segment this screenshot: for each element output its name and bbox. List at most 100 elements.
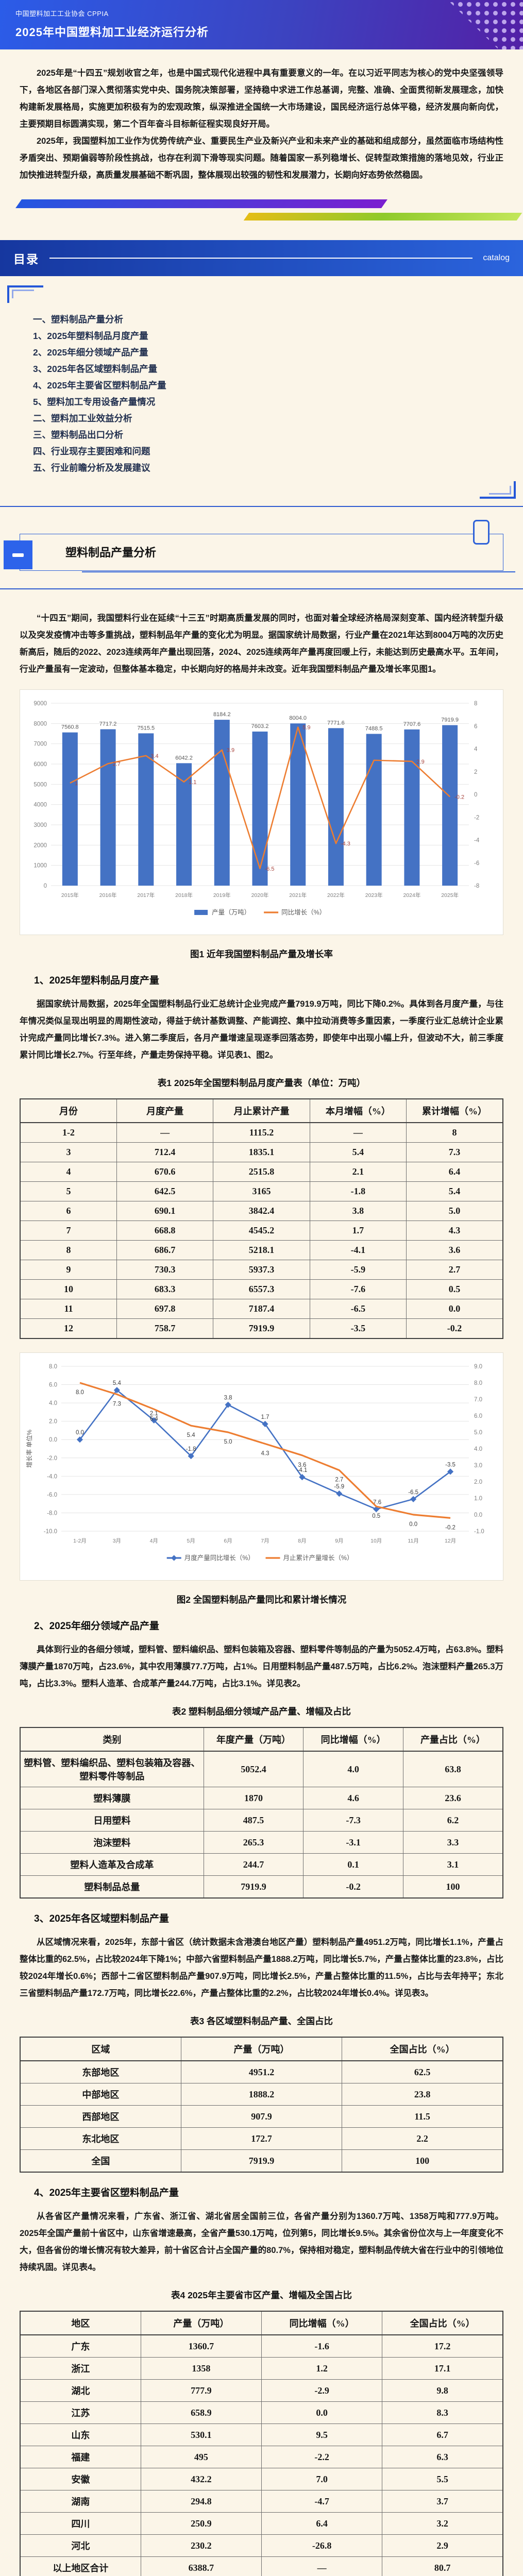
table-cell: 8.3 xyxy=(382,2401,503,2424)
table-row: 湖南 294.8 -4.7 3.7 xyxy=(20,2490,503,2513)
table-cell: 日用塑料 xyxy=(20,1809,204,1832)
table-cell: 4 xyxy=(20,1162,117,1182)
svg-text:1.0: 1.0 xyxy=(474,1496,482,1502)
svg-text:2023年: 2023年 xyxy=(365,892,383,899)
svg-text:6042.2: 6042.2 xyxy=(175,755,193,761)
table-cell: 777.9 xyxy=(140,2379,262,2402)
table-header-cell: 本月增幅（%） xyxy=(309,1098,407,1123)
svg-text:8: 8 xyxy=(474,701,477,707)
regional-output-table: 区域 产量（万吨） 全国占比（%） 东部地区 4951.2 62.5 中部地区 1888.2 2… xyxy=(20,2037,503,2173)
table-cell: 1888.2 xyxy=(180,2083,343,2106)
table-cell: 172.7 xyxy=(180,2127,343,2150)
table-cell: 11.5 xyxy=(342,2105,503,2128)
svg-text:6月: 6月 xyxy=(224,1538,232,1544)
table-cell: — xyxy=(309,1122,407,1143)
section-title: 塑料制品产量分析 xyxy=(65,546,157,559)
table-cell: 683.3 xyxy=(116,1279,214,1299)
table-cell: 6.7 xyxy=(382,2424,503,2446)
svg-text:3.6: 3.6 xyxy=(298,1462,306,1468)
toc-title-en: catalog xyxy=(483,253,510,262)
figure1-chart: 0 1000 2000 3000 4000 5000 6000 7000 8000 9000 -8 -… xyxy=(20,689,503,935)
subsection3-heading: 3、2025年各区域塑料制品产量 xyxy=(34,1913,169,1924)
toc-item: 三、塑料制品出口分析 xyxy=(33,430,123,440)
svg-text:-8: -8 xyxy=(474,883,479,889)
table-row: 东部地区 4951.2 62.5 xyxy=(20,2060,503,2083)
table-cell: 全国 xyxy=(20,2149,181,2173)
table-row: 福建 495 -2.2 6.3 xyxy=(20,2446,503,2468)
svg-text:8月: 8月 xyxy=(298,1538,306,1544)
svg-text:4月: 4月 xyxy=(150,1538,158,1544)
table-cell: 6.3 xyxy=(382,2446,503,2468)
table-cell: 690.1 xyxy=(116,1201,214,1221)
section-header: 塑料制品产量分析 xyxy=(4,520,515,572)
svg-text:-2: -2 xyxy=(474,815,479,821)
table-cell: 670.6 xyxy=(116,1162,214,1182)
table-header-cell: 同比增幅（%） xyxy=(303,1727,403,1752)
table-cell: 3165 xyxy=(213,1181,310,1201)
svg-text:8004.0: 8004.0 xyxy=(289,715,307,721)
table-header-cell: 产量（万吨） xyxy=(180,2037,343,2061)
table-cell: 6388.7 xyxy=(140,2556,262,2576)
svg-text:2017年: 2017年 xyxy=(137,892,155,899)
svg-text:1: 1 xyxy=(75,781,78,787)
toc-item: 1、2025年塑料制品月度产量 xyxy=(33,331,148,341)
table-cell: 642.5 xyxy=(116,1181,214,1201)
table-cell: 中部地区 xyxy=(20,2083,181,2106)
svg-text:2.7: 2.7 xyxy=(113,761,121,767)
svg-text:7月: 7月 xyxy=(261,1538,269,1544)
table-cell: 3.3 xyxy=(402,1831,503,1854)
table-row: 全国 7919.9 100 xyxy=(20,2149,503,2173)
table-cell: 5 xyxy=(20,1181,117,1201)
svg-text:-1.0: -1.0 xyxy=(474,1529,484,1535)
svg-text:4: 4 xyxy=(474,747,478,753)
toc-item: 2、2025年细分领域产品产量 xyxy=(33,347,148,358)
table-cell: 0.5 xyxy=(406,1279,503,1299)
corner-bracket-top-left xyxy=(7,285,43,303)
table-row: 9 730.3 5937.3 -5.9 2.7 xyxy=(20,1260,503,1280)
bar-line-chart: 0 1000 2000 3000 4000 5000 6000 7000 8000 9000 -8 -… xyxy=(21,694,498,930)
table-row: 湖北 777.9 -2.9 9.8 xyxy=(20,2379,503,2402)
svg-text:5.0: 5.0 xyxy=(474,1430,482,1436)
table-row: 12 758.7 7919.9 -3.5 -0.2 xyxy=(20,1318,503,1339)
table-header-cell: 月止累计产量 xyxy=(213,1098,310,1123)
table-cell: 7.3 xyxy=(406,1142,503,1162)
svg-text:-0.2: -0.2 xyxy=(454,794,464,800)
table-cell: 9.8 xyxy=(382,2379,503,2402)
svg-text:7.3: 7.3 xyxy=(113,1401,121,1407)
table-cell: 530.1 xyxy=(140,2424,262,2446)
table-cell: 230.2 xyxy=(140,2534,262,2557)
svg-text:2020年: 2020年 xyxy=(251,892,269,899)
monthly-output-table: 月份 月度产量 月止累计产量 本月增幅（%） 累计增幅（%） 1-2—1115.2—8 3 7… xyxy=(20,1098,503,1339)
table-cell: 5052.4 xyxy=(203,1751,304,1787)
table-header-cell: 产量（万吨） xyxy=(140,2311,262,2335)
table-cell: -5.9 xyxy=(309,1260,407,1280)
table-cell: 8 xyxy=(20,1240,117,1260)
table-cell: 塑料薄膜 xyxy=(20,1787,204,1809)
table-header-cell: 月份 xyxy=(20,1098,117,1123)
svg-text:2.1: 2.1 xyxy=(150,1411,158,1417)
table-cell: 5.4 xyxy=(406,1181,503,1201)
table-cell: 712.4 xyxy=(116,1142,214,1162)
table-cell: 80.7 xyxy=(382,2556,503,2576)
svg-text:7919.9: 7919.9 xyxy=(441,717,459,723)
divider-line xyxy=(0,588,523,589)
gradient-bar-blue-decoration xyxy=(15,199,387,208)
table4-title: 表4 2025年主要省市区产量、增幅及全国占比 xyxy=(171,2290,352,2300)
table-cell: 1870 xyxy=(203,1787,304,1809)
table-cell: 江苏 xyxy=(20,2401,141,2424)
svg-text:2015年: 2015年 xyxy=(61,892,79,899)
table-cell: 6.4 xyxy=(406,1162,503,1182)
table-cell: 730.3 xyxy=(116,1260,214,1280)
section-underline xyxy=(82,571,515,572)
table-row: 1-2—1115.2—8 xyxy=(20,1122,503,1143)
table-header-cell: 累计增幅（%） xyxy=(406,1098,503,1123)
table-cell: 3.1 xyxy=(402,1853,503,1876)
table-cell: 福建 xyxy=(20,2446,141,2468)
toc-item: 一、塑料制品产量分析 xyxy=(33,314,123,325)
svg-text:-6.5: -6.5 xyxy=(265,866,275,872)
table-cell: 广东 xyxy=(20,2334,141,2358)
table1-title: 表1 2025年全国塑料制品月度产量表（单位：万吨） xyxy=(157,1078,366,1088)
svg-text:7603.2: 7603.2 xyxy=(251,723,269,730)
subsection3-paragraph: 从区域情况来看，2025年，东部十省区（统计数据未含港澳台地区产量）塑料制品产量… xyxy=(20,1938,503,1998)
table-cell: 6.2 xyxy=(402,1809,503,1832)
